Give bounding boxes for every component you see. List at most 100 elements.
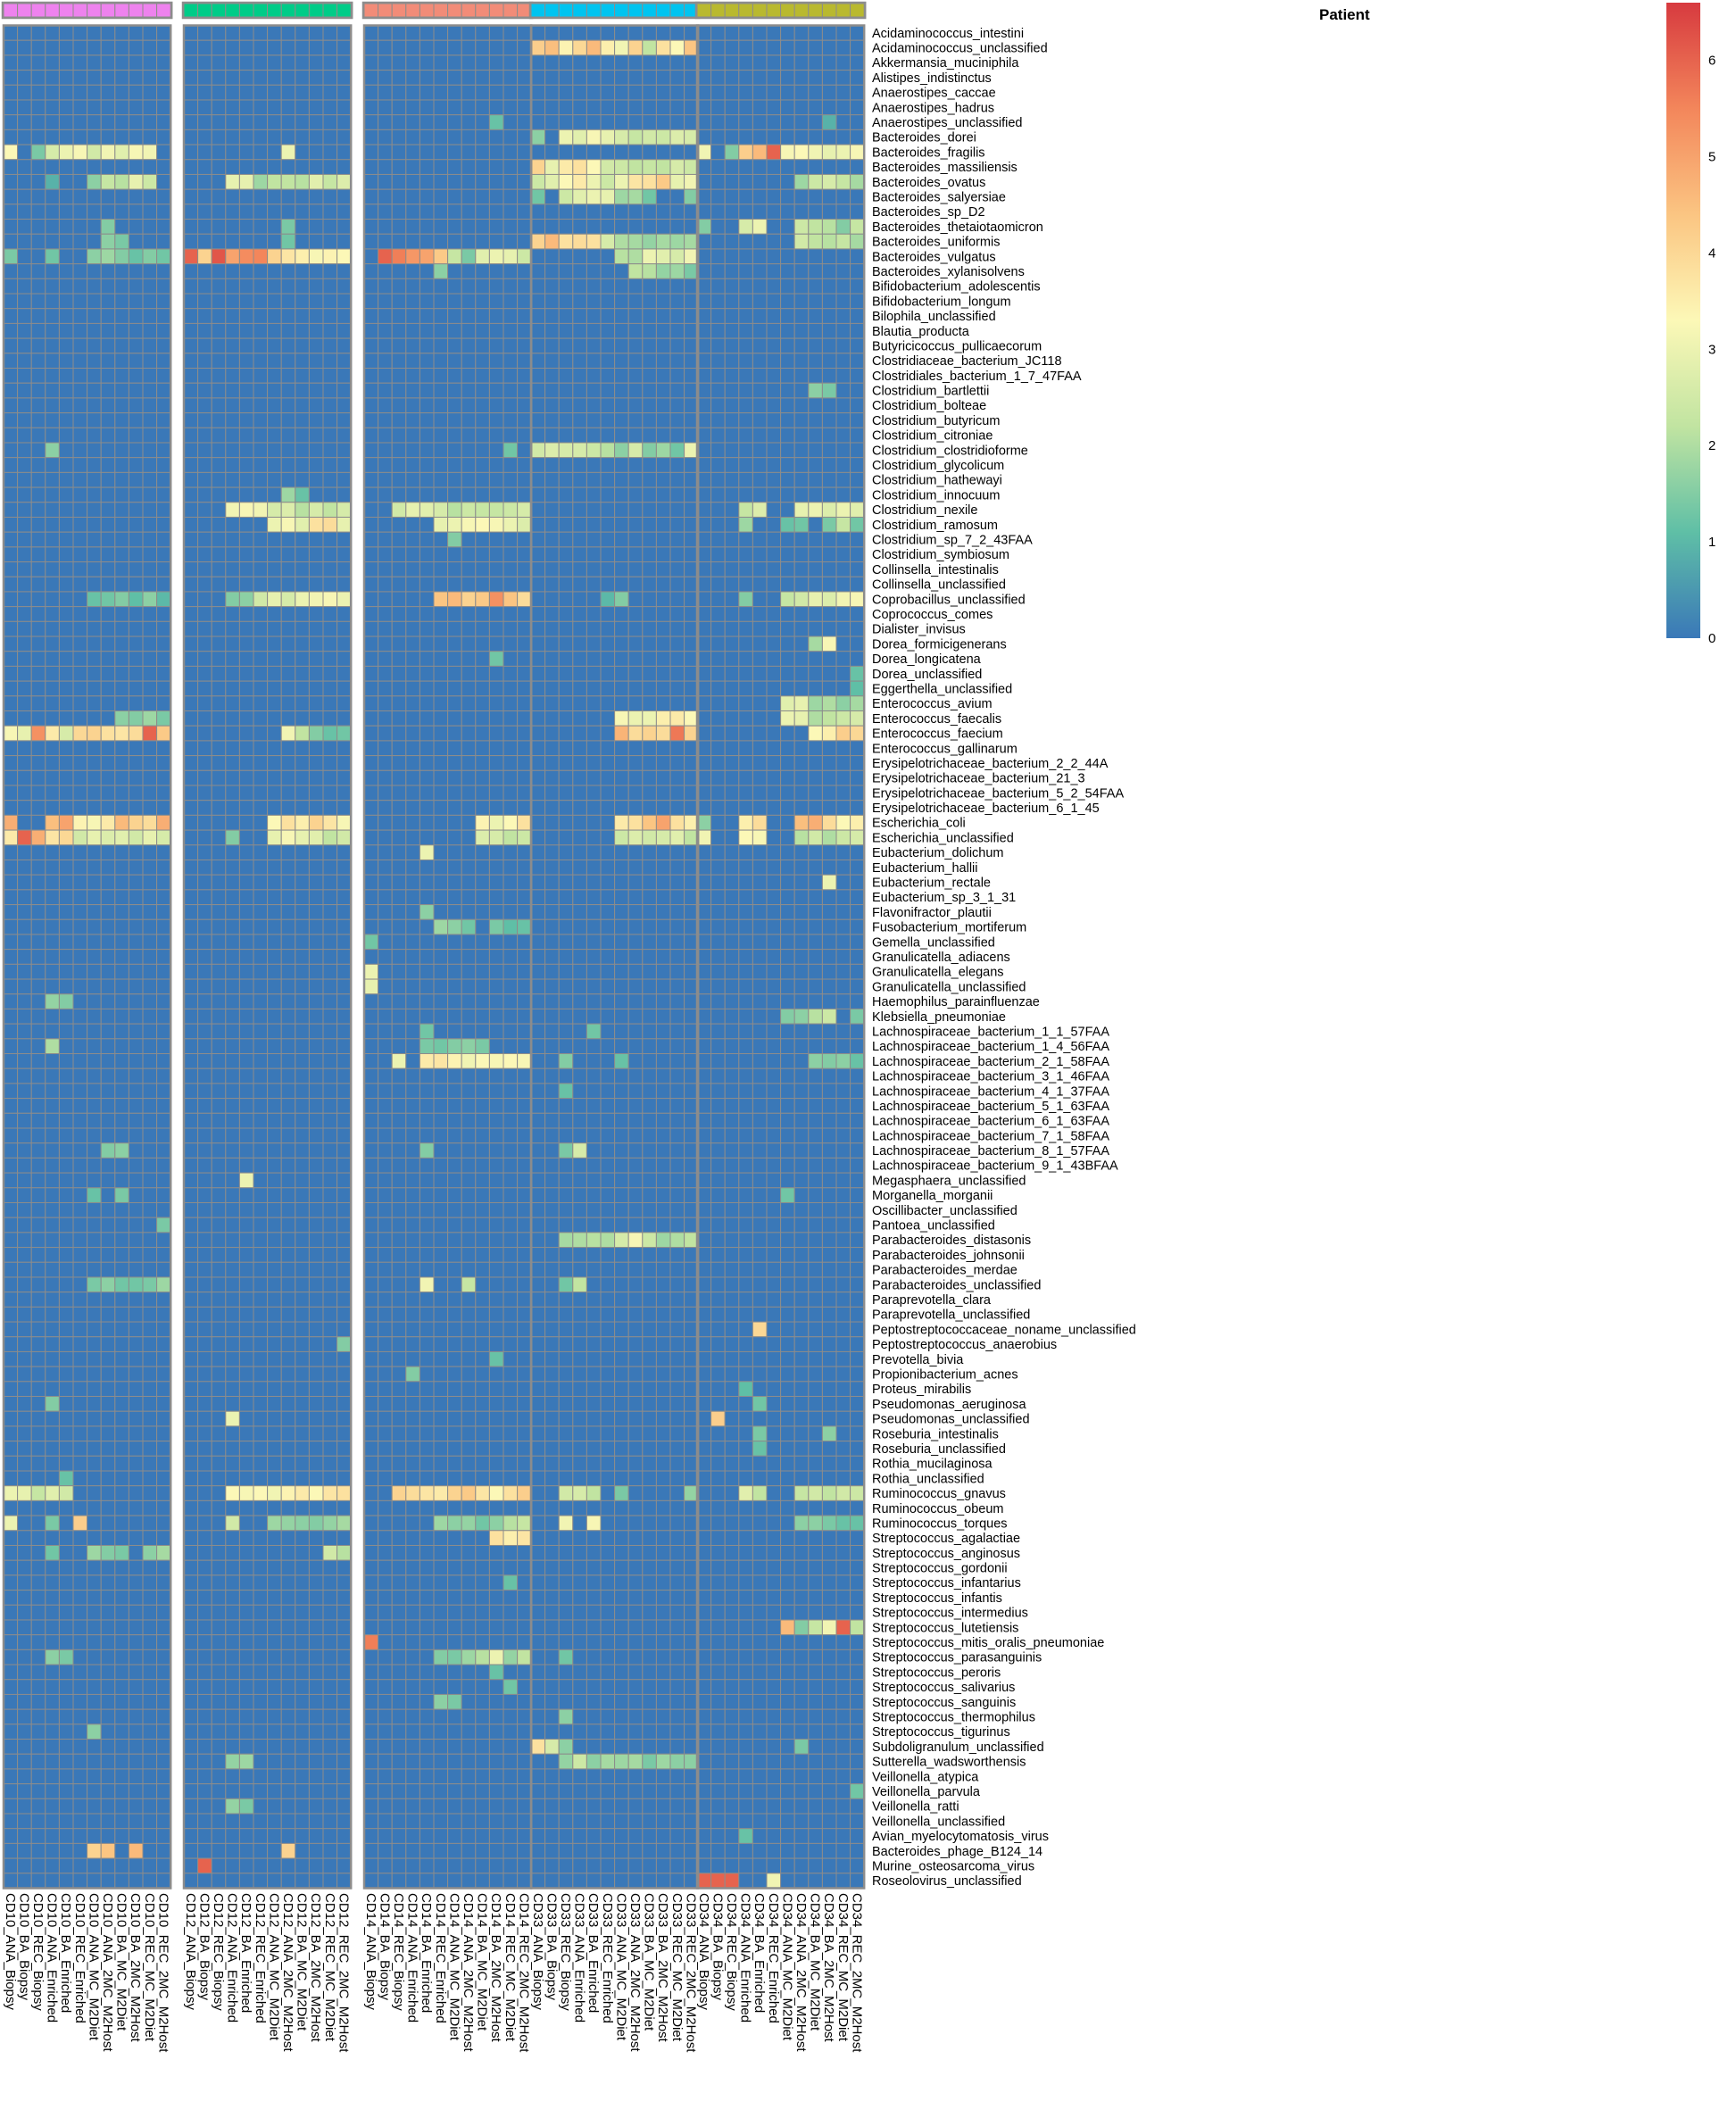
heatmap-cell bbox=[821, 516, 837, 533]
heatmap-cell bbox=[128, 635, 144, 652]
heatmap-cell bbox=[17, 1067, 32, 1084]
heatmap-cell bbox=[114, 353, 129, 370]
heatmap-cell bbox=[280, 1023, 296, 1040]
heatmap-cell bbox=[156, 531, 171, 548]
heatmap-cell bbox=[322, 620, 338, 637]
heatmap-cell bbox=[87, 1053, 102, 1069]
heatmap-cell bbox=[724, 427, 740, 444]
heatmap-cell bbox=[572, 173, 587, 190]
heatmap-cell bbox=[558, 278, 574, 295]
heatmap-cell bbox=[850, 785, 865, 802]
heatmap-cell bbox=[363, 368, 379, 384]
heatmap-cell bbox=[419, 203, 435, 220]
heatmap-cell bbox=[586, 934, 602, 951]
heatmap-cell bbox=[572, 606, 587, 622]
heatmap-cell bbox=[517, 1023, 532, 1040]
heatmap-cell bbox=[517, 382, 532, 399]
heatmap-cell bbox=[30, 219, 46, 235]
heatmap-cell bbox=[642, 1217, 657, 1233]
heatmap-cell bbox=[766, 1053, 782, 1069]
heatmap-cell bbox=[142, 188, 158, 205]
heatmap-cell bbox=[710, 561, 726, 577]
heatmap-cell bbox=[45, 397, 60, 414]
heatmap-cell bbox=[475, 263, 490, 279]
heatmap-cell bbox=[835, 591, 851, 608]
heatmap-cell bbox=[336, 904, 352, 920]
heatmap-cell bbox=[253, 695, 269, 712]
heatmap-cell bbox=[586, 1172, 602, 1189]
heatmap-cell bbox=[821, 173, 837, 190]
heatmap-cell bbox=[238, 844, 254, 860]
heatmap-cell bbox=[225, 1053, 240, 1069]
heatmap-cell bbox=[821, 1098, 837, 1114]
heatmap-cell bbox=[600, 710, 616, 727]
heatmap-cell bbox=[142, 651, 158, 667]
heatmap-cell bbox=[461, 859, 477, 876]
heatmap-cell bbox=[100, 963, 116, 980]
heatmap-cell bbox=[433, 471, 449, 488]
heatmap-cell bbox=[267, 963, 282, 980]
heatmap-cell bbox=[835, 1217, 851, 1233]
heatmap-cell bbox=[30, 740, 46, 757]
heatmap-cell bbox=[45, 934, 60, 951]
heatmap-cell bbox=[475, 725, 490, 742]
heatmap-cell bbox=[128, 412, 144, 428]
heatmap-cell bbox=[503, 680, 519, 697]
heatmap-cell bbox=[378, 800, 393, 816]
heatmap-cell bbox=[530, 1187, 546, 1203]
heatmap-cell bbox=[669, 39, 685, 56]
heatmap-cell bbox=[780, 889, 795, 906]
heatmap-cell bbox=[197, 963, 212, 980]
heatmap-cell bbox=[669, 665, 685, 682]
heatmap-cell bbox=[614, 322, 629, 339]
heatmap-cell bbox=[586, 1038, 602, 1055]
heatmap-cell bbox=[45, 1232, 60, 1249]
heatmap-cell bbox=[835, 353, 851, 370]
heatmap-cell bbox=[378, 1172, 393, 1189]
heatmap-cell bbox=[793, 457, 810, 473]
heatmap-cell bbox=[808, 680, 823, 697]
heatmap-cell bbox=[738, 1127, 753, 1144]
heatmap-cell bbox=[72, 1217, 88, 1233]
heatmap-cell bbox=[183, 99, 199, 116]
heatmap-cell bbox=[211, 606, 227, 622]
heatmap-cell bbox=[253, 993, 269, 1009]
heatmap-cell bbox=[586, 412, 602, 428]
heatmap-cell bbox=[627, 1172, 644, 1189]
heatmap-cell bbox=[87, 1157, 102, 1174]
heatmap-cell bbox=[586, 84, 602, 101]
heatmap-cell bbox=[642, 755, 657, 771]
heatmap-cell bbox=[378, 859, 393, 876]
heatmap-cell bbox=[835, 859, 851, 876]
heatmap-cell bbox=[821, 248, 837, 265]
heatmap-cell bbox=[793, 1217, 810, 1233]
heatmap-cell bbox=[45, 457, 60, 473]
heatmap-cell bbox=[87, 620, 102, 637]
heatmap-cell bbox=[142, 368, 158, 384]
heatmap-cell bbox=[655, 1008, 671, 1025]
heatmap-cell bbox=[433, 144, 449, 161]
heatmap-cell bbox=[87, 725, 102, 742]
heatmap-cell bbox=[447, 635, 462, 652]
heatmap-cell bbox=[322, 814, 338, 831]
heatmap-cell bbox=[87, 561, 102, 577]
heatmap-cell bbox=[642, 457, 657, 473]
heatmap-cell bbox=[655, 293, 671, 310]
heatmap-cell bbox=[225, 1187, 240, 1203]
heatmap-cell bbox=[433, 814, 449, 831]
heatmap-cell bbox=[669, 829, 685, 846]
heatmap-cell bbox=[295, 978, 310, 995]
heatmap-cell bbox=[627, 531, 644, 548]
heatmap-cell bbox=[642, 322, 657, 339]
heatmap-cell bbox=[433, 1038, 449, 1055]
heatmap-cell bbox=[503, 25, 519, 41]
heatmap-cell bbox=[30, 1157, 46, 1174]
heatmap-cell bbox=[183, 1112, 199, 1129]
heatmap-cell bbox=[128, 502, 144, 518]
heatmap-cell bbox=[183, 635, 199, 652]
heatmap-cell bbox=[225, 934, 240, 951]
heatmap-cell bbox=[3, 740, 19, 757]
heatmap-cell bbox=[295, 1053, 310, 1069]
heatmap-cell bbox=[225, 486, 240, 503]
heatmap-cell bbox=[752, 844, 768, 860]
